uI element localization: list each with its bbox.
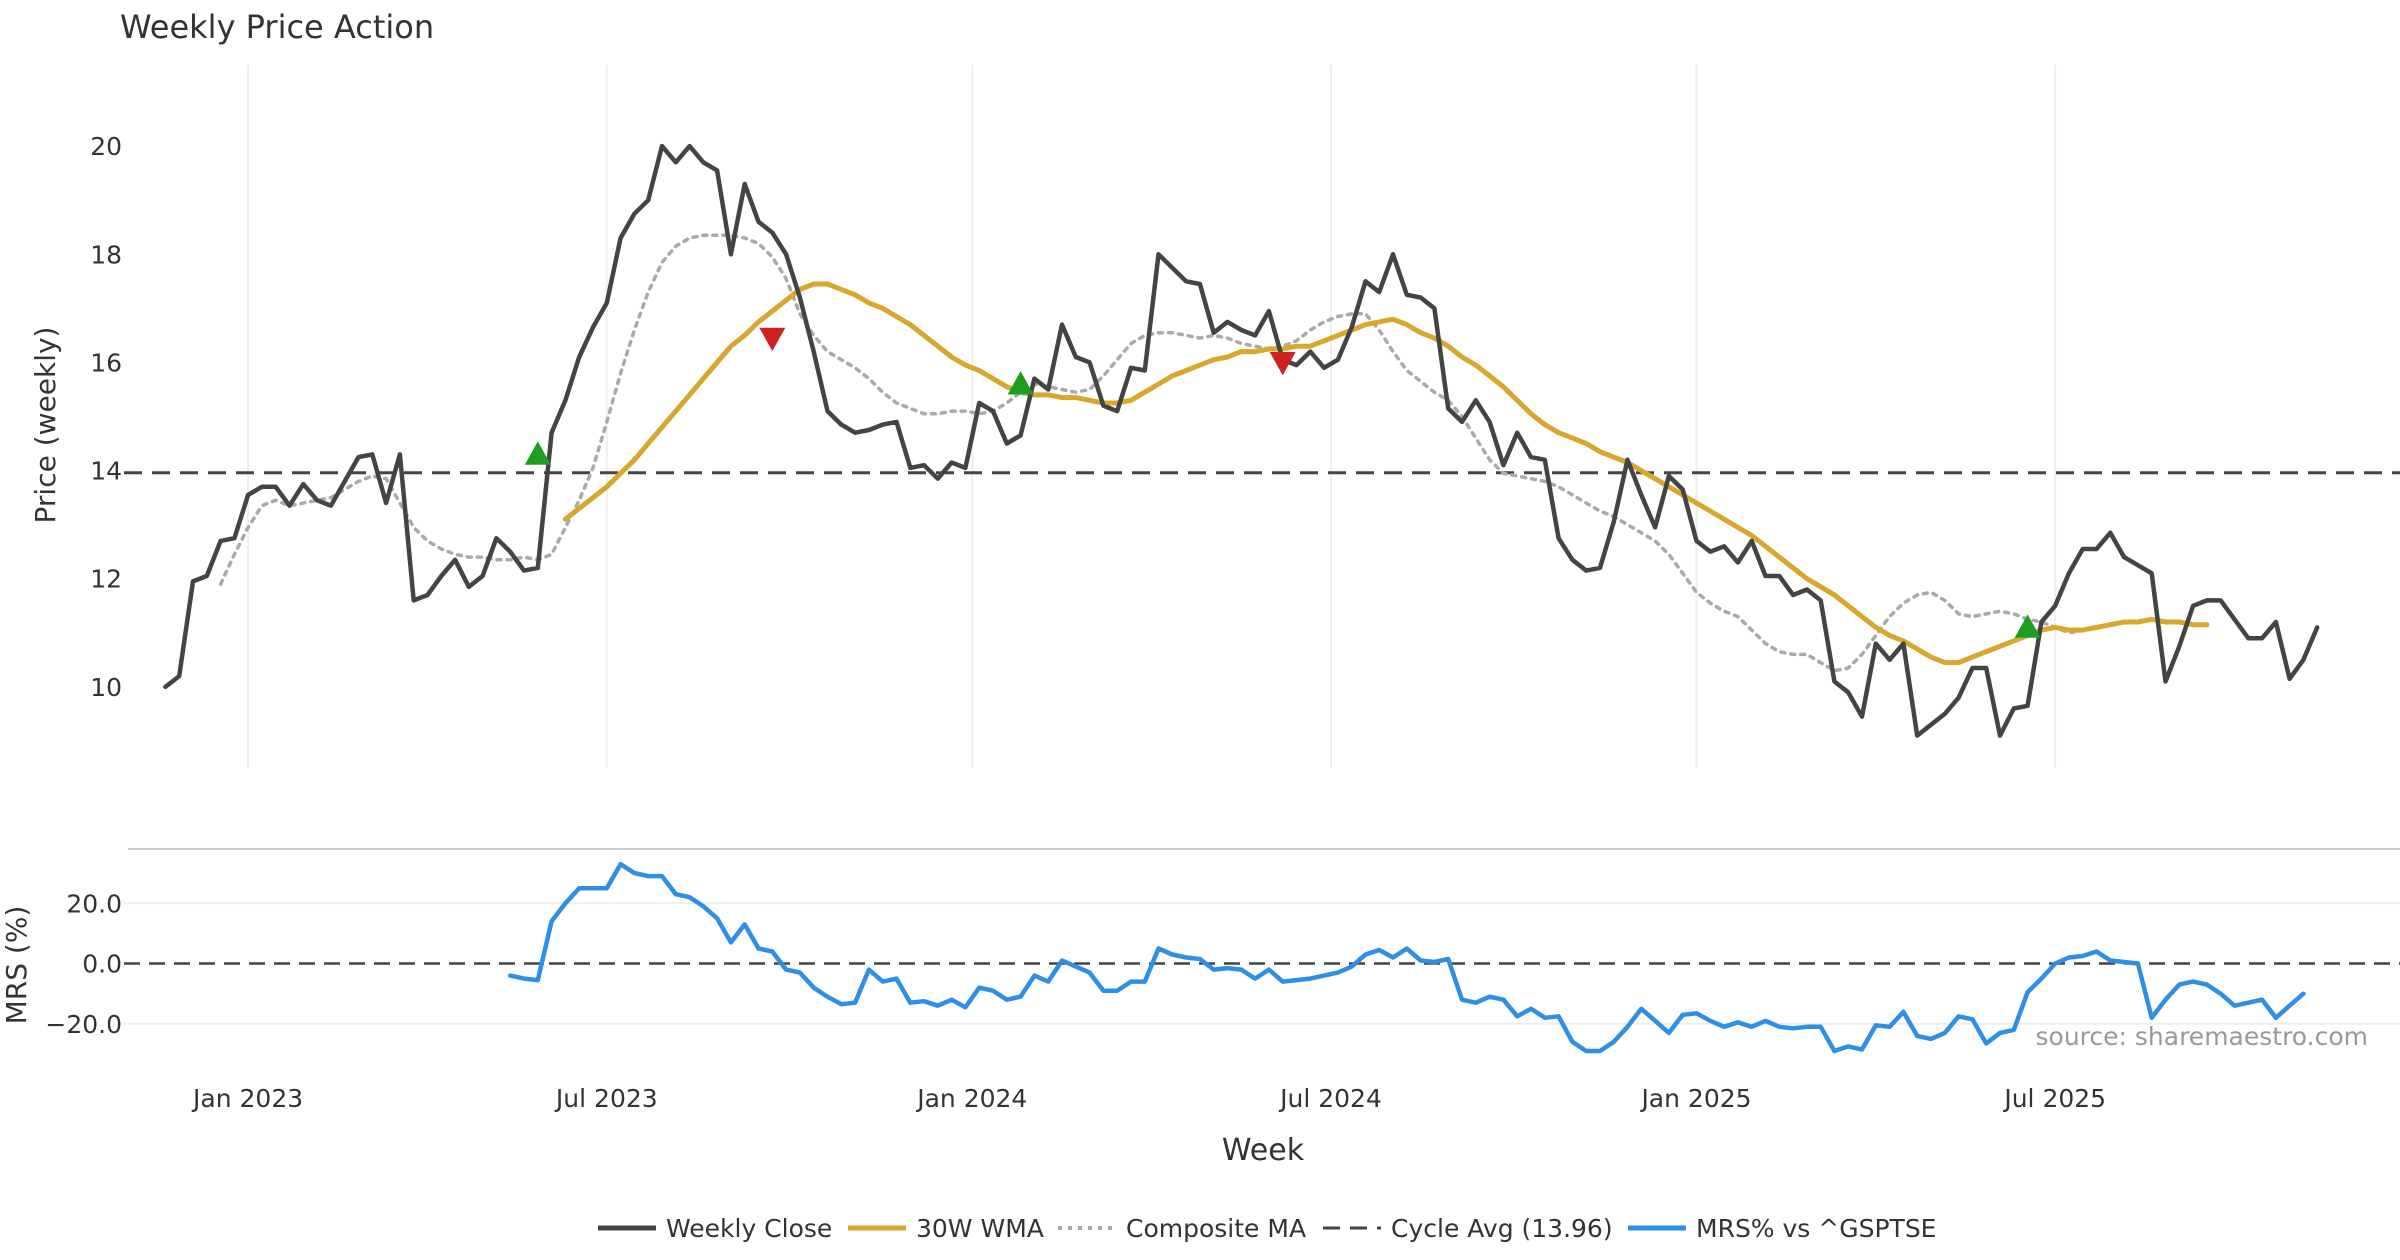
price-y-tick-label: 18 <box>90 240 122 269</box>
price-y-tick-label: 16 <box>90 348 122 377</box>
x-tick-label: Jan 2023 <box>191 1084 303 1113</box>
price-y-tick-label: 14 <box>90 457 122 486</box>
x-tick-label: Jul 2025 <box>2002 1084 2106 1113</box>
x-tick-label: Jul 2024 <box>1278 1084 1382 1113</box>
mrs-y-tick-label: 0.0 <box>82 950 122 979</box>
weekly-price-chart: Weekly Price Action 10 12 14 16 18 20 Price (… <box>0 0 2400 1260</box>
x-tick-label: Jul 2023 <box>554 1084 658 1113</box>
mrs-y-axis-label: MRS (%) <box>0 906 33 1025</box>
price-y-tick-label: 10 <box>90 673 122 702</box>
x-tick-label: Jan 2024 <box>915 1084 1027 1113</box>
mrs-y-tick-label: 20.0 <box>66 889 122 918</box>
legend-label: Cycle Avg (13.96) <box>1391 1214 1613 1243</box>
legend-label: MRS% vs ^GSPTSE <box>1696 1214 1936 1243</box>
legend-label: Weekly Close <box>666 1214 832 1243</box>
price-y-tick-label: 20 <box>90 132 122 161</box>
legend-label: 30W WMA <box>916 1214 1044 1243</box>
price-y-axis-label: Price (weekly) <box>29 327 62 524</box>
mrs-y-tick-label: −20.0 <box>45 1010 122 1039</box>
chart-title: Weekly Price Action <box>120 8 434 46</box>
legend-label: Composite MA <box>1126 1214 1306 1243</box>
legend: Weekly Close 30W WMA Composite MA Cycle Avg… <box>598 1214 1936 1243</box>
source-note: source: sharemaestro.com <box>2036 1022 2369 1051</box>
price-y-tick-label: 12 <box>90 565 122 594</box>
x-axis-label: Week <box>1222 1133 1305 1168</box>
x-tick-label: Jan 2025 <box>1639 1084 1751 1113</box>
